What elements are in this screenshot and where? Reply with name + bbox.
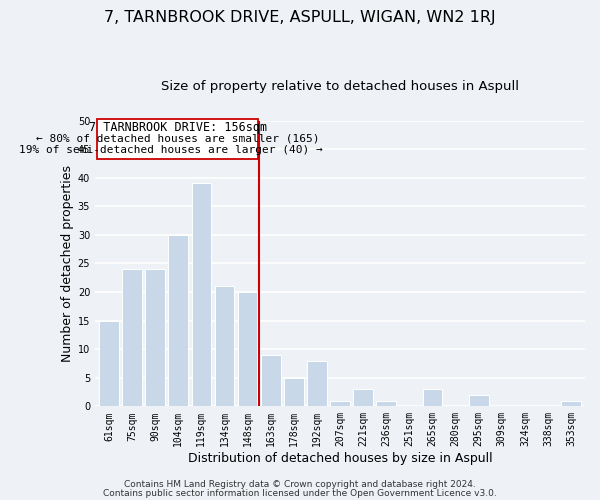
Text: Contains HM Land Registry data © Crown copyright and database right 2024.: Contains HM Land Registry data © Crown c…: [124, 480, 476, 489]
Bar: [238, 292, 257, 406]
Bar: [469, 395, 488, 406]
Bar: [191, 184, 211, 406]
Bar: [145, 269, 165, 406]
Bar: [99, 320, 119, 406]
Bar: [422, 389, 442, 406]
Text: Contains public sector information licensed under the Open Government Licence v3: Contains public sector information licen…: [103, 490, 497, 498]
Bar: [284, 378, 304, 406]
Bar: [330, 400, 350, 406]
Bar: [169, 235, 188, 406]
Bar: [97, 120, 258, 160]
Bar: [215, 286, 234, 406]
Bar: [562, 400, 581, 406]
X-axis label: Distribution of detached houses by size in Aspull: Distribution of detached houses by size …: [188, 452, 493, 465]
Bar: [122, 269, 142, 406]
Text: 19% of semi-detached houses are larger (40) →: 19% of semi-detached houses are larger (…: [19, 144, 323, 154]
Text: 7 TARNBROOK DRIVE: 156sqm: 7 TARNBROOK DRIVE: 156sqm: [89, 121, 267, 134]
Bar: [376, 400, 396, 406]
Y-axis label: Number of detached properties: Number of detached properties: [61, 165, 74, 362]
Bar: [307, 360, 327, 406]
Bar: [261, 355, 281, 406]
Text: ← 80% of detached houses are smaller (165): ← 80% of detached houses are smaller (16…: [36, 134, 319, 143]
Title: Size of property relative to detached houses in Aspull: Size of property relative to detached ho…: [161, 80, 519, 93]
Bar: [353, 389, 373, 406]
Text: 7, TARNBROOK DRIVE, ASPULL, WIGAN, WN2 1RJ: 7, TARNBROOK DRIVE, ASPULL, WIGAN, WN2 1…: [104, 10, 496, 25]
